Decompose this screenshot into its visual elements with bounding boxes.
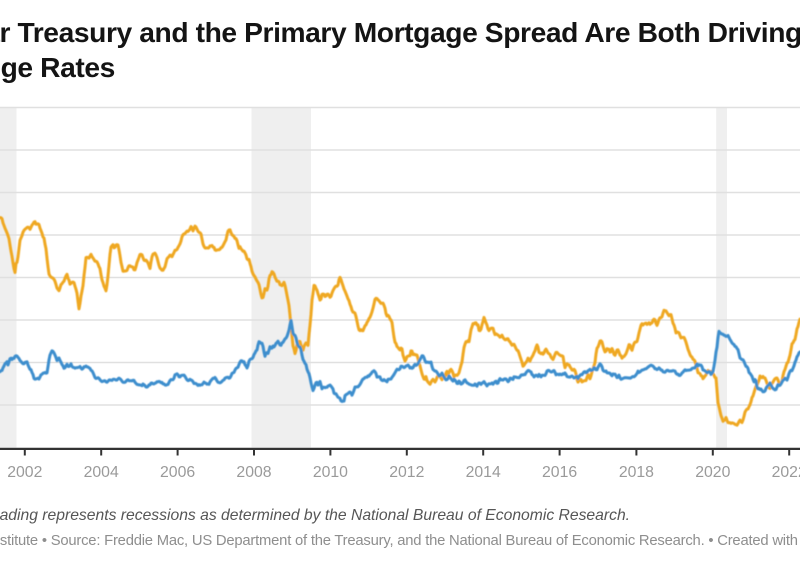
- svg-text:2010: 2010: [313, 464, 348, 481]
- svg-text:2006: 2006: [160, 464, 195, 481]
- svg-text:2022: 2022: [772, 464, 800, 481]
- svg-text:2016: 2016: [542, 464, 577, 481]
- svg-text:2012: 2012: [389, 464, 424, 481]
- svg-text:2018: 2018: [619, 464, 654, 481]
- svg-text:2002: 2002: [7, 464, 42, 481]
- svg-text:2020: 2020: [695, 464, 730, 481]
- svg-text:2004: 2004: [84, 464, 119, 481]
- svg-text:2008: 2008: [236, 464, 271, 481]
- svg-text:2014: 2014: [466, 464, 501, 481]
